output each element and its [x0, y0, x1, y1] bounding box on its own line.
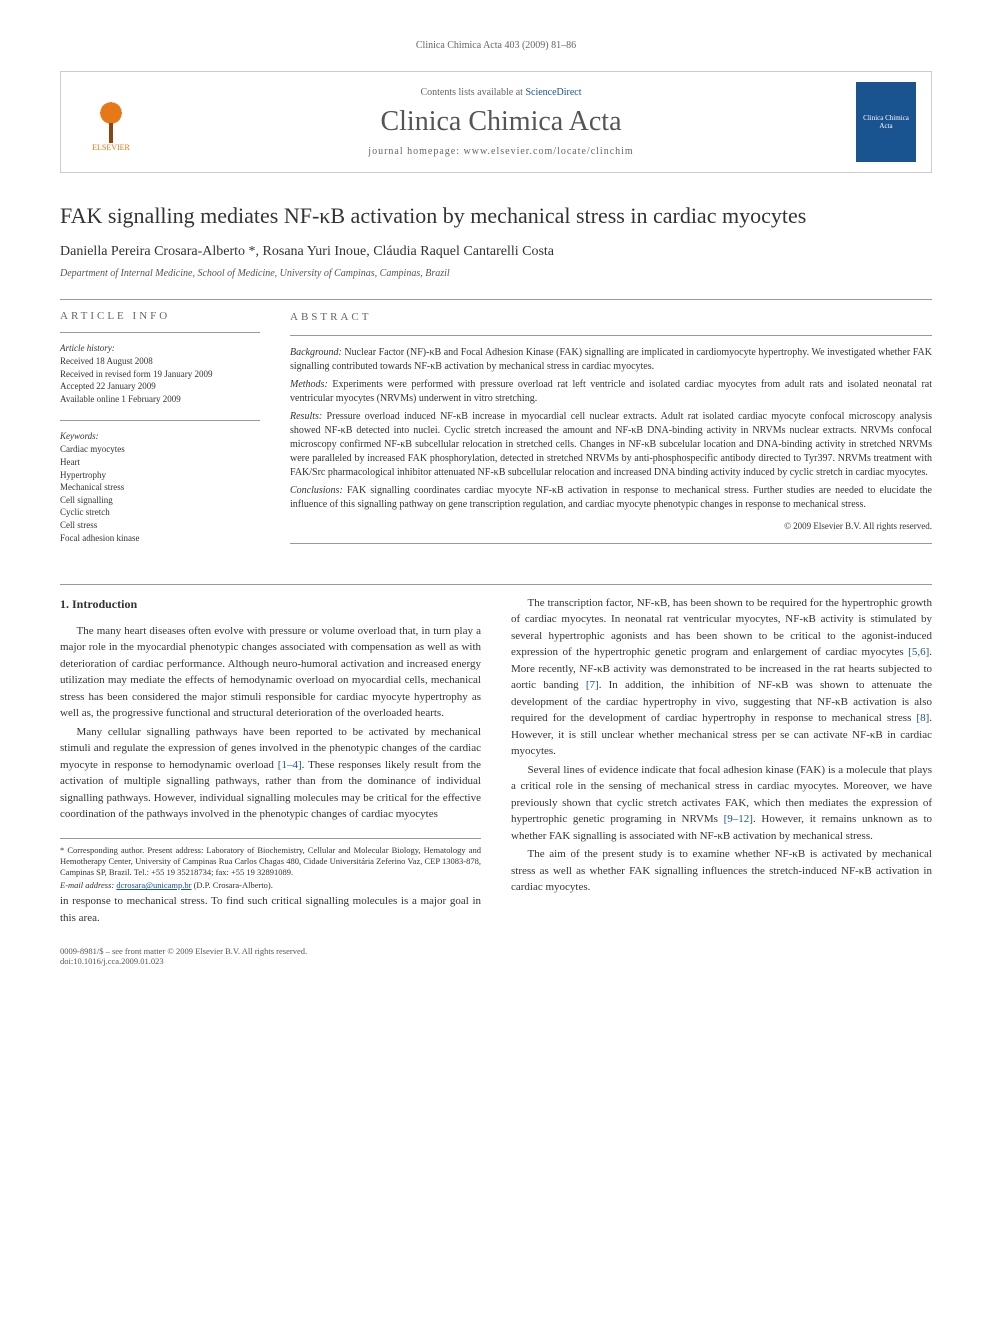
body-two-column: 1. Introduction The many heart diseases …: [60, 595, 932, 926]
article-info-column: ARTICLE INFO Article history: Received 1…: [60, 310, 260, 554]
methods-label: Methods:: [290, 379, 328, 390]
conclusions-label: Conclusions:: [290, 485, 343, 496]
abstract-methods: Methods: Experiments were performed with…: [290, 378, 932, 406]
elsevier-logo: ELSEVIER: [76, 82, 146, 162]
ref-7[interactable]: [7]: [586, 679, 599, 691]
divider: [60, 584, 932, 585]
abstract-results: Results: Pressure overload induced NF-κB…: [290, 410, 932, 480]
journal-title: Clinica Chimica Acta: [146, 106, 856, 138]
history-label: Article history:: [60, 343, 260, 353]
email-label: E-mail address:: [60, 880, 116, 890]
intro-p2: Many cellular signalling pathways have b…: [60, 724, 481, 823]
divider: [60, 332, 260, 333]
homepage-line: journal homepage: www.elsevier.com/locat…: [146, 146, 856, 157]
article-title: FAK signalling mediates NF-κB activation…: [60, 203, 932, 229]
keywords-label: Keywords:: [60, 431, 260, 441]
intro-p5: The aim of the present study is to exami…: [511, 846, 932, 896]
header-center: Contents lists available at ScienceDirec…: [146, 87, 856, 157]
article-info-heading: ARTICLE INFO: [60, 310, 260, 322]
abstract-copyright: © 2009 Elsevier B.V. All rights reserved…: [290, 520, 932, 533]
affiliation: Department of Internal Medicine, School …: [60, 268, 932, 279]
keyword: Cardiac myocytes: [60, 443, 260, 456]
p3a: The transcription factor, NF-κB, has bee…: [511, 597, 932, 659]
keyword: Hypertrophy: [60, 469, 260, 482]
ref-1-4[interactable]: [1–4]: [278, 759, 302, 771]
received-date: Received 18 August 2008: [60, 355, 260, 368]
keyword: Cyclic stretch: [60, 506, 260, 519]
publisher-name: ELSEVIER: [92, 143, 130, 152]
authors-line: Daniella Pereira Crosara-Alberto *, Rosa…: [60, 244, 932, 260]
abstract-heading: ABSTRACT: [290, 310, 932, 325]
footnote-block: * Corresponding author. Present address:…: [60, 838, 481, 891]
keyword: Focal adhesion kinase: [60, 532, 260, 545]
abstract-background: Background: Nuclear Factor (NF)-κB and F…: [290, 346, 932, 374]
ref-9-12[interactable]: [9–12]: [724, 813, 753, 825]
email-link[interactable]: dcrosara@unicamp.br: [116, 880, 191, 890]
keywords-block: Keywords: Cardiac myocytes Heart Hypertr…: [60, 420, 260, 544]
results-label: Results:: [290, 411, 322, 422]
background-label: Background:: [290, 347, 342, 358]
email-line: E-mail address: dcrosara@unicamp.br (D.P…: [60, 880, 481, 891]
homepage-url: www.elsevier.com/locate/clinchim: [464, 146, 634, 157]
email-suffix: (D.P. Crosara-Alberto).: [191, 880, 272, 890]
intro-p4: Several lines of evidence indicate that …: [511, 762, 932, 845]
elsevier-tree-icon: [91, 93, 131, 143]
sciencedirect-link[interactable]: ScienceDirect: [525, 87, 581, 98]
running-header: Clinica Chimica Acta 403 (2009) 81–86: [60, 40, 932, 51]
divider: [290, 543, 932, 544]
intro-p2-cont: in response to mechanical stress. To fin…: [60, 893, 481, 926]
intro-p1: The many heart diseases often evolve wit…: [60, 623, 481, 722]
contents-prefix: Contents lists available at: [420, 87, 525, 98]
ref-5-6[interactable]: [5,6]: [908, 646, 929, 658]
conclusions-text: FAK signalling coordinates cardiac myocy…: [290, 485, 932, 510]
info-abstract-row: ARTICLE INFO Article history: Received 1…: [60, 310, 932, 554]
contents-line: Contents lists available at ScienceDirec…: [146, 87, 856, 98]
journal-header-banner: ELSEVIER Contents lists available at Sci…: [60, 71, 932, 173]
footer-doi: doi:10.1016/j.cca.2009.01.023: [60, 956, 932, 966]
abstract-conclusions: Conclusions: FAK signalling coordinates …: [290, 484, 932, 512]
online-date: Available online 1 February 2009: [60, 393, 260, 406]
corresponding-author: * Corresponding author. Present address:…: [60, 845, 481, 878]
keyword: Heart: [60, 456, 260, 469]
homepage-prefix: journal homepage:: [368, 146, 463, 157]
keyword: Mechanical stress: [60, 481, 260, 494]
background-text: Nuclear Factor (NF)-κB and Focal Adhesio…: [290, 347, 932, 372]
keyword: Cell stress: [60, 519, 260, 532]
intro-heading: 1. Introduction: [60, 595, 481, 613]
keyword: Cell signalling: [60, 494, 260, 507]
divider: [60, 299, 932, 300]
accepted-date: Accepted 22 January 2009: [60, 380, 260, 393]
divider: [60, 420, 260, 421]
footer-line1: 0009-8981/$ – see front matter © 2009 El…: [60, 946, 932, 956]
page-footer: 0009-8981/$ – see front matter © 2009 El…: [60, 946, 932, 966]
results-text: Pressure overload induced NF-κB increase…: [290, 411, 932, 478]
abstract-column: ABSTRACT Background: Nuclear Factor (NF)…: [290, 310, 932, 554]
methods-text: Experiments were performed with pressure…: [290, 379, 932, 404]
divider: [290, 335, 932, 336]
intro-p3: The transcription factor, NF-κB, has bee…: [511, 595, 932, 760]
journal-cover-thumbnail: Clinica Chimica Acta: [856, 82, 916, 162]
ref-8[interactable]: [8]: [916, 712, 929, 724]
revised-date: Received in revised form 19 January 2009: [60, 368, 260, 381]
